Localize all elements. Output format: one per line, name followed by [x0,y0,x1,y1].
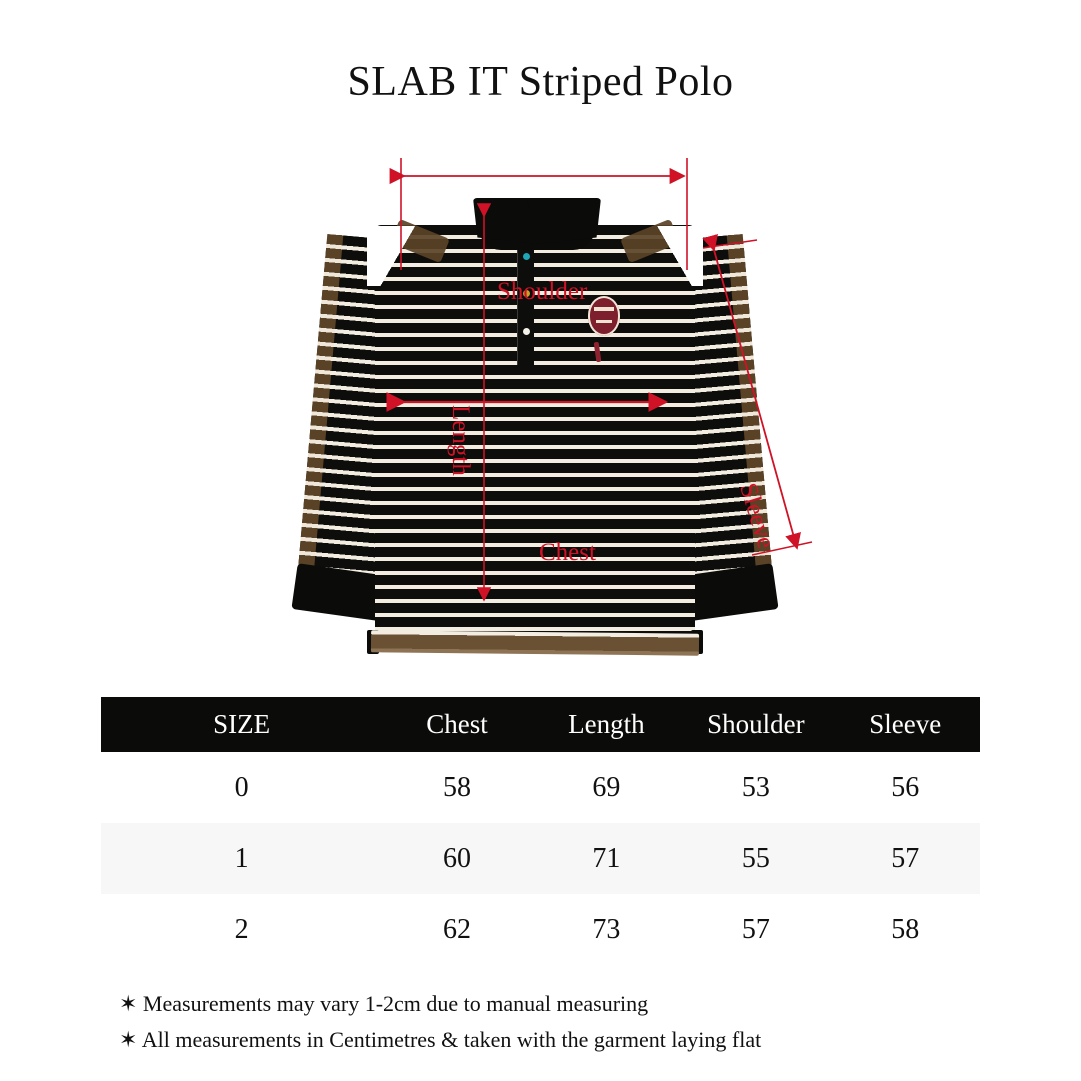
cell-length: 73 [592,913,621,945]
cell-chest: 60 [382,823,532,894]
crest-detail-upper [594,307,614,311]
cell-size: 0 [234,771,249,803]
left-sleeve-accent-stripe [297,233,344,580]
table-row: 1 60 71 55 57 [101,823,980,894]
cell-size: 1 [101,823,383,894]
cell-length: 69 [592,771,621,803]
table-row: 0 58 69 53 56 [101,752,980,823]
shirt-body [375,225,695,650]
cell-size: 2 [234,913,249,945]
header-sleeve: Sleeve [830,697,980,752]
button-gold [523,290,530,297]
header-chest: Chest [382,697,532,752]
page-title: SLAB IT Striped Polo [347,59,734,105]
cell-shoulder: 53 [741,771,770,803]
right-shoulder-mask [623,226,703,286]
header-size: SIZE [101,697,383,752]
left-shoulder-mask [367,226,447,286]
bottom-hem-lining [370,630,700,656]
footnotes: ✶ Measurements may vary 1-2cm due to man… [119,986,1019,1057]
button-white [523,328,530,335]
cell-shoulder: 55 [681,823,831,894]
size-table: SIZE Chest Length Shoulder Sleeve 0 58 6… [101,697,980,965]
cell-length: 71 [531,823,682,894]
cell-chest: 58 [442,771,471,803]
cell-chest: 62 [442,913,471,945]
crest-detail-lower [596,320,612,323]
header-shoulder: Shoulder [681,697,831,752]
header-length: Length [531,697,682,752]
button-placket [517,250,534,365]
chest-crest-logo [588,296,620,336]
footnote-measuring-tolerance: ✶ Measurements may vary 1-2cm due to man… [119,991,649,1016]
cell-sleeve: 56 [891,771,920,803]
button-teal [523,253,530,260]
polo-shirt-illustration: AKRN [291,180,779,690]
collar-right-wing [527,198,601,244]
footnote-units: ✶ All measurements in Centimetres & take… [119,1026,762,1052]
cell-shoulder: 57 [741,913,770,945]
cell-sleeve: 58 [891,913,920,945]
table-row: 2 62 73 57 58 [101,894,980,965]
garment-figure: AKRN [0,130,1081,660]
collar: AKRN [473,198,601,260]
cell-sleeve: 57 [830,823,980,894]
right-sleeve-accent-stripe [726,233,773,580]
table-header-row: SIZE Chest Length Shoulder Sleeve [101,697,980,752]
